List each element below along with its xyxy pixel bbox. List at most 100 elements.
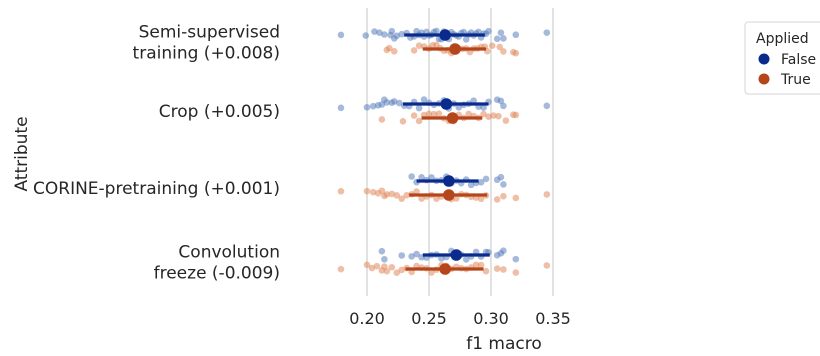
data-point-false: [398, 252, 406, 259]
data-point-true: [493, 265, 501, 272]
data-point-false: [462, 256, 470, 263]
data-point-true: [368, 264, 376, 272]
data-point-true: [465, 110, 472, 118]
data-point-true: [403, 191, 410, 199]
legend: Applied False True: [744, 21, 820, 95]
data-point-false: [493, 35, 501, 43]
data-point-true: [415, 117, 423, 125]
x-axis-label: f1 macro: [466, 334, 542, 354]
data-point-true: [477, 195, 485, 203]
data-point-false: [433, 27, 440, 35]
data-point-true: [500, 48, 507, 55]
x-tick-label: 0.20: [349, 309, 385, 328]
data-point-false: [480, 104, 487, 111]
data-point-false: [337, 31, 345, 39]
data-point-true: [399, 118, 407, 125]
data-point-false: [418, 173, 425, 181]
x-tick-label: 0.35: [535, 309, 571, 328]
data-point-true: [386, 44, 393, 52]
data-point-true: [435, 110, 443, 117]
data-point-false: [371, 28, 378, 35]
data-point-true: [488, 42, 496, 49]
mean-marker-false: [443, 175, 455, 187]
confidence-intervals: [402, 29, 490, 275]
data-point-false: [462, 36, 470, 43]
data-point-true: [388, 190, 396, 198]
data-point-true: [393, 269, 401, 276]
data-point-true: [428, 269, 435, 276]
data-point-false: [482, 175, 490, 183]
data-point-true: [512, 111, 520, 119]
data-point-true: [390, 48, 398, 55]
data-point-false: [420, 96, 428, 103]
data-point-false: [362, 32, 370, 39]
data-point-true: [452, 195, 460, 202]
data-point-true: [393, 192, 401, 199]
data-point-true: [337, 187, 345, 195]
data-point-true: [543, 191, 551, 198]
legend-label-false: False: [781, 52, 816, 68]
data-point-true: [337, 265, 345, 273]
data-point-true: [430, 110, 438, 118]
data-point-true: [512, 49, 520, 57]
mean-marker-true: [449, 43, 461, 55]
data-point-true: [425, 110, 433, 118]
data-point-true: [472, 261, 480, 269]
category-label: CORINE-pretraining (+0.001): [33, 179, 280, 199]
data-point-false: [378, 247, 386, 255]
data-point-true: [415, 42, 423, 50]
data-point-true: [363, 187, 371, 195]
data-point-true: [480, 110, 487, 118]
data-point-false: [500, 102, 507, 110]
data-point-false: [512, 31, 520, 39]
data-point-true: [500, 266, 507, 273]
data-point-false: [497, 29, 505, 36]
data-point-false: [497, 173, 505, 181]
legend-title: Applied: [756, 31, 809, 47]
data-point-true: [502, 117, 510, 124]
data-point-true: [512, 269, 520, 276]
data-point-false: [467, 181, 475, 189]
data-point-false: [500, 181, 507, 188]
data-point-false: [376, 29, 383, 36]
data-point-false: [390, 98, 398, 105]
data-point-true: [482, 267, 490, 275]
data-point-false: [383, 99, 391, 106]
data-point-false: [408, 173, 415, 180]
data-point-false: [477, 178, 485, 186]
mean-marker-true: [443, 189, 455, 201]
data-point-true: [413, 188, 420, 195]
data-point-true: [410, 112, 418, 119]
data-point-true: [543, 262, 551, 269]
data-point-true: [398, 195, 406, 202]
data-point-false: [408, 253, 415, 260]
data-point-false: [395, 99, 403, 107]
data-point-false: [428, 174, 435, 181]
data-point-true: [378, 116, 386, 123]
mean-marker-false: [439, 29, 451, 41]
data-point-false: [512, 255, 520, 263]
data-point-false: [388, 27, 396, 35]
data-point-true: [490, 112, 497, 119]
legend-marker-true: [758, 73, 770, 85]
data-point-false: [500, 35, 507, 42]
category-label: Crop (+0.005): [159, 102, 280, 122]
data-point-false: [337, 104, 345, 112]
data-point-true: [418, 195, 425, 202]
data-point-false: [497, 97, 505, 105]
data-point-false: [415, 104, 423, 112]
category-label: Semi-supervised: [139, 23, 280, 43]
data-point-true: [485, 113, 492, 121]
data-point-true: [433, 195, 440, 202]
category-label: Convolution: [178, 243, 280, 263]
data-point-true: [496, 43, 503, 51]
data-point-false: [398, 30, 406, 38]
mean-marker-false: [440, 98, 453, 110]
x-tick-labels: 0.20 0.25 0.30 0.35: [349, 309, 571, 328]
data-point-false: [543, 102, 551, 110]
mean-marker-true: [439, 263, 451, 275]
data-point-true: [493, 196, 501, 203]
data-point-false: [413, 250, 420, 258]
data-point-false: [500, 247, 507, 254]
